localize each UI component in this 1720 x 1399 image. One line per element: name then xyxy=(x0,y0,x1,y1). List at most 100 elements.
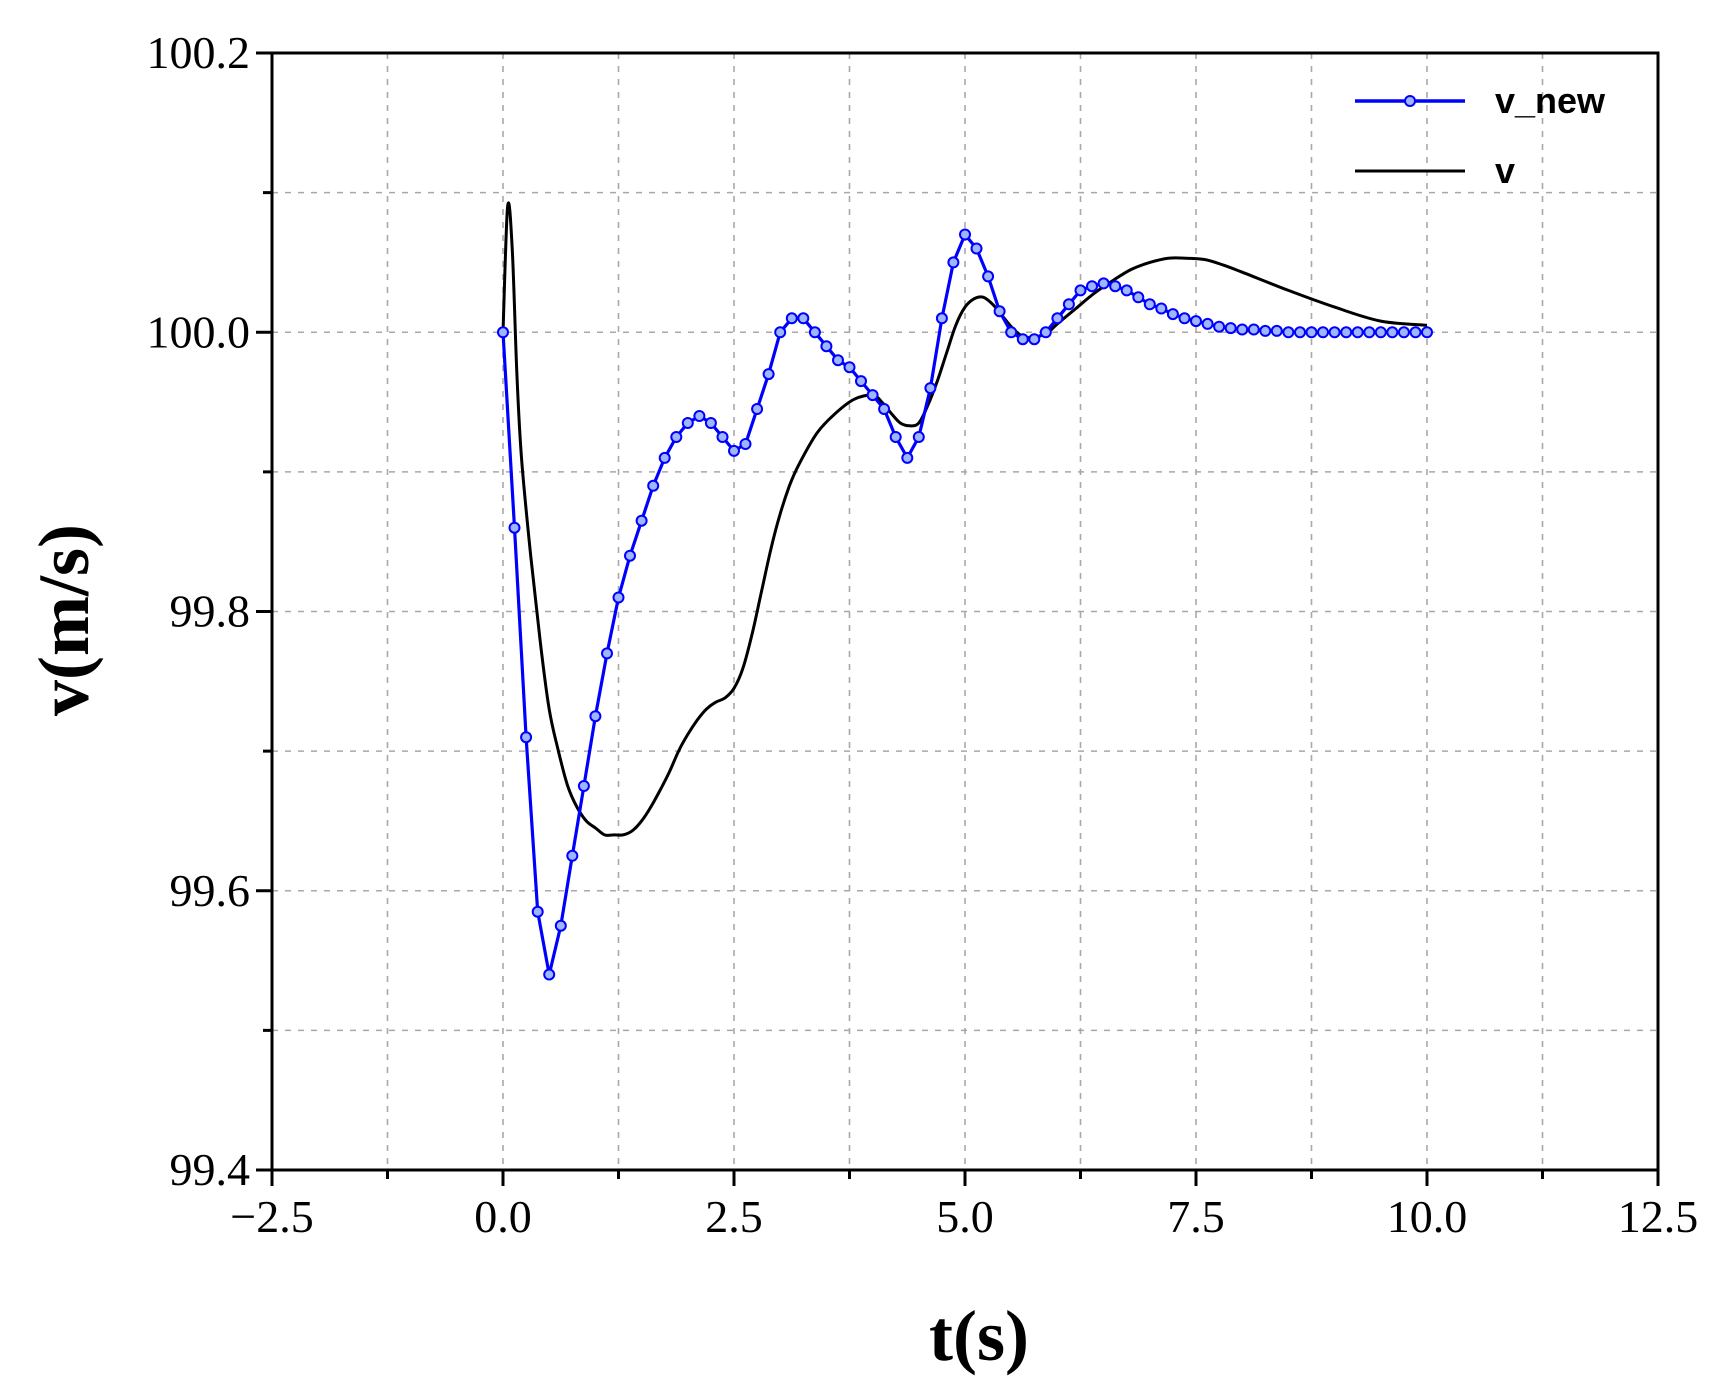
data-point-v-new xyxy=(751,403,764,415)
data-point-v-new xyxy=(797,312,810,325)
data-point-v-new xyxy=(970,242,983,255)
data-point-v-new xyxy=(832,354,844,367)
data-point-v-new xyxy=(1224,322,1237,335)
data-point-v-new xyxy=(808,326,821,339)
data-point-v-new xyxy=(1155,302,1168,315)
x-tick-label: −2.5 xyxy=(230,1191,313,1242)
data-point-v-new xyxy=(1132,291,1145,304)
data-point-v-new xyxy=(1097,277,1110,290)
data-point-v-new xyxy=(531,905,544,918)
data-point-v-new xyxy=(704,417,717,429)
data-point-v-new xyxy=(1259,324,1272,337)
data-point-v-new xyxy=(1397,326,1410,339)
x-axis-title: t(s) xyxy=(929,1296,1029,1376)
data-point-v-new xyxy=(1213,320,1226,333)
x-tick-label: 10.0 xyxy=(1387,1191,1468,1242)
data-point-v-new xyxy=(889,431,902,443)
data-point-v-new xyxy=(520,731,533,744)
y-tick-label: 99.6 xyxy=(170,865,251,916)
y-tick-label: 100.2 xyxy=(147,27,251,78)
data-point-v-new xyxy=(1247,323,1260,336)
data-point-v-new xyxy=(612,591,625,604)
data-point-v-new xyxy=(1363,326,1376,339)
data-point-v-new xyxy=(1109,280,1122,293)
data-point-v-new xyxy=(1386,326,1399,339)
series-layer xyxy=(497,201,1433,981)
data-point-v-new xyxy=(566,849,579,862)
data-point-v-new xyxy=(1351,326,1364,339)
y-tick-label: 99.4 xyxy=(170,1144,251,1195)
data-point-v-new xyxy=(1028,333,1041,346)
data-point-v-new xyxy=(855,375,867,388)
data-point-v-new xyxy=(785,312,798,325)
axis-ticks xyxy=(256,51,1660,1186)
data-point-v-new xyxy=(1270,324,1283,337)
data-point-v-new xyxy=(1190,315,1202,328)
data-point-v-new xyxy=(866,389,879,402)
data-point-v-new xyxy=(624,549,636,562)
legend-label-v: v xyxy=(1495,150,1515,191)
data-point-v-new xyxy=(1340,326,1353,339)
data-point-v-new xyxy=(1143,298,1156,311)
grid xyxy=(272,53,1658,1170)
data-point-v-new xyxy=(1294,326,1306,339)
data-point-v-new xyxy=(1074,284,1087,297)
data-point-v-new xyxy=(1201,317,1214,330)
data-point-v-new xyxy=(1282,326,1295,339)
data-point-v-new xyxy=(554,919,567,932)
data-point-v-new xyxy=(589,710,602,723)
data-point-v-new xyxy=(1062,298,1075,311)
data-point-v-new xyxy=(647,479,660,492)
data-point-v-new xyxy=(1016,333,1029,346)
data-point-v-new xyxy=(947,256,960,269)
data-point-v-new xyxy=(728,444,740,457)
data-point-v-new xyxy=(982,270,995,283)
legend: v_new v xyxy=(1355,80,1606,191)
data-point-v-new xyxy=(577,780,590,792)
data-point-v-new xyxy=(508,521,521,534)
data-point-v-new xyxy=(1236,323,1249,336)
x-tick-label: 5.0 xyxy=(936,1191,994,1242)
data-point-v-new xyxy=(1166,308,1179,321)
data-point-v-new xyxy=(1120,284,1133,297)
x-tick-label: 7.5 xyxy=(1167,1191,1225,1242)
data-point-v-new xyxy=(1374,326,1387,339)
data-point-v-new xyxy=(635,514,648,527)
legend-marker-v-new xyxy=(1404,95,1416,107)
data-point-v-new xyxy=(1051,312,1064,325)
y-axis-tick-labels: 99.4 99.6 99.8 100.0 100.2 xyxy=(147,27,251,1195)
data-point-v-new xyxy=(774,326,787,339)
data-point-v-new xyxy=(762,368,775,381)
data-point-v-new xyxy=(739,438,752,450)
data-point-v-new xyxy=(601,647,613,660)
data-point-v-new xyxy=(924,382,937,395)
data-point-v-new xyxy=(1305,326,1318,339)
legend-label-v-new: v_new xyxy=(1495,80,1606,121)
data-point-v-new xyxy=(1086,280,1098,293)
x-axis-tick-labels: −2.5 0.0 2.5 5.0 7.5 10.0 12.5 xyxy=(230,1191,1698,1242)
data-point-v-new xyxy=(497,326,509,339)
data-point-v-new xyxy=(912,431,925,443)
data-point-v-new xyxy=(1005,326,1018,339)
data-point-v-new xyxy=(1317,326,1329,339)
data-point-v-new xyxy=(993,305,1006,318)
y-tick-label: 100.0 xyxy=(147,306,251,357)
data-point-v-new xyxy=(670,431,683,443)
data-point-v-new xyxy=(1409,326,1422,339)
data-point-v-new xyxy=(543,968,556,981)
data-point-v-new xyxy=(1039,326,1052,339)
data-point-v-new xyxy=(693,410,706,422)
y-tick-label: 99.8 xyxy=(170,586,251,637)
data-point-v-new xyxy=(935,312,948,325)
x-tick-label: 0.0 xyxy=(474,1191,532,1242)
data-point-v-new xyxy=(681,417,694,429)
data-point-v-new xyxy=(878,403,891,415)
data-point-v-new xyxy=(1421,326,1433,339)
series-line-v xyxy=(501,201,1428,837)
data-point-v-new xyxy=(820,340,833,353)
data-point-v-new xyxy=(843,361,856,374)
data-point-v-new xyxy=(901,451,914,464)
data-point-v-new xyxy=(959,228,971,241)
data-point-v-new xyxy=(716,431,729,443)
